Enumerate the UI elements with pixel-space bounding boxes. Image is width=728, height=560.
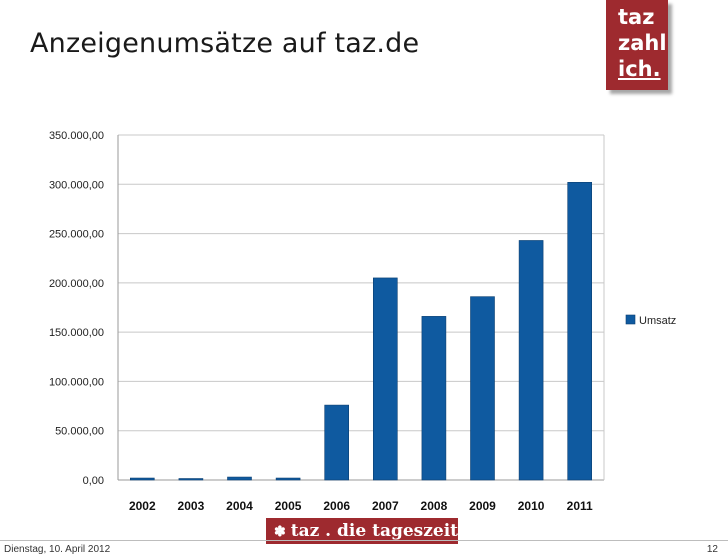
- bar-2002: [130, 477, 155, 481]
- x-tick-label: 2003: [178, 499, 205, 513]
- bars: [130, 182, 593, 481]
- y-tick-label: 0,00: [83, 475, 104, 487]
- legend: Umsatz: [625, 314, 676, 327]
- x-tick-label: 2004: [226, 499, 253, 513]
- x-axis-tick-labels: 2002 2003 2004 2005 2006 2007 2008 2009 2010 2011: [129, 499, 593, 513]
- footer-date: Dienstag, 10. April 2012: [4, 544, 111, 555]
- bar-2011: [567, 182, 593, 481]
- y-axis-tick-labels: 0,00 50.000,00 100.000,00 150.000,00 200.000…: [49, 130, 104, 487]
- footer-logo-text: taz . die tageszeitung: [290, 521, 458, 541]
- y-tick-label: 300.000,00: [49, 179, 104, 191]
- y-tick-label: 50.000,00: [55, 426, 104, 438]
- x-tick-label: 2011: [567, 499, 593, 513]
- x-tick-label: 2002: [129, 499, 156, 513]
- slide-title: Anzeigenumsätze auf taz.de: [30, 28, 420, 59]
- footer-divider: [0, 540, 728, 541]
- page-number: 12: [706, 544, 718, 555]
- x-tick-label: 2010: [518, 499, 545, 513]
- y-tick-label: 350.000,00: [49, 130, 104, 142]
- bar-2003: [178, 478, 204, 481]
- badge-line-2: zahl: [618, 31, 667, 55]
- bar-2009: [470, 296, 495, 481]
- x-tick-label: 2009: [469, 499, 496, 513]
- y-tick-label: 150.000,00: [49, 327, 104, 339]
- y-tick-label: 100.000,00: [49, 376, 104, 388]
- x-tick-label: 2008: [421, 499, 448, 513]
- legend-label: Umsatz: [639, 315, 676, 327]
- x-tick-label: 2005: [275, 499, 302, 513]
- bar-2006: [324, 404, 350, 481]
- y-tick-label: 250.000,00: [49, 229, 104, 241]
- taz-zahl-ich-badge: taz zahl ich.: [606, 0, 668, 90]
- bar-2008: [421, 316, 447, 481]
- x-tick-label: 2006: [323, 499, 350, 513]
- bar-2004: [227, 476, 252, 481]
- bar-2007: [372, 277, 398, 481]
- taz-footer-logo: ✽taz . die tageszeitung: [266, 518, 458, 544]
- badge-line-3: ich.: [618, 57, 661, 81]
- badge-line-1: taz: [618, 5, 655, 29]
- grid-lines: [117, 134, 605, 481]
- bar-2005: [275, 477, 301, 481]
- y-tick-label: 200.000,00: [49, 278, 104, 290]
- paw-icon: ✽: [274, 524, 286, 540]
- bar-2010: [518, 240, 544, 481]
- legend-swatch: [625, 314, 636, 325]
- revenue-bar-chart: 0,00 50.000,00 100.000,00 150.000,00 200.000…: [49, 130, 676, 513]
- x-tick-label: 2007: [372, 499, 399, 513]
